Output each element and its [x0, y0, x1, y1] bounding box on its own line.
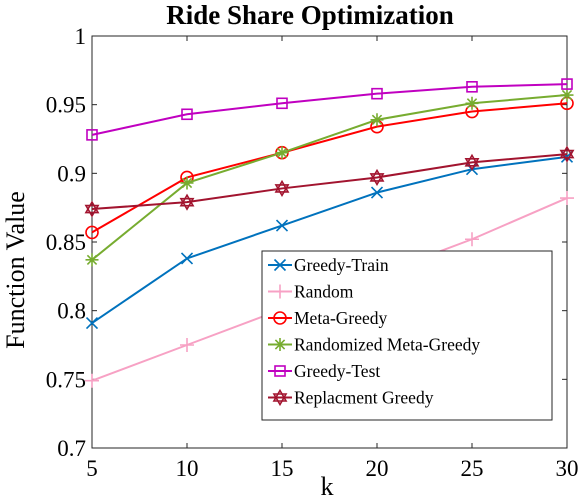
series-greedy-test: [86, 78, 573, 141]
legend-marker: [273, 284, 287, 299]
y-axis-label: Function Value: [1, 191, 30, 349]
data-point-random: [85, 373, 99, 388]
data-point-greedy-train: [275, 219, 289, 232]
x-tick-label: 5: [86, 456, 98, 481]
data-point-replacment-greedy: [274, 179, 290, 198]
series-meta-greedy: [85, 96, 574, 240]
y-tick-label: 0.7: [57, 436, 86, 461]
series-replacment-greedy: [84, 145, 575, 218]
data-point-greedy-test: [276, 97, 288, 110]
data-point-greedy-train: [370, 186, 384, 199]
data-point-randomized-meta-greedy: [465, 96, 479, 110]
data-point-greedy-test: [371, 87, 383, 100]
data-point-randomized-meta-greedy: [85, 253, 99, 267]
legend-entry-meta-greedy: Meta-Greedy: [268, 308, 388, 328]
series-line-greedy-train: [91, 155, 568, 324]
legend-box: [261, 250, 553, 421]
data-point-random: [180, 338, 194, 352]
data-point-randomized-meta-greedy: [370, 113, 384, 127]
legend-marker: [273, 258, 287, 272]
y-tick-label: 0.95: [46, 93, 86, 118]
data-point-randomized-meta-greedy: [275, 146, 289, 160]
legend-marker: [273, 311, 287, 325]
legend-label: Meta-Greedy: [294, 308, 388, 328]
x-tick-label: 30: [556, 456, 579, 481]
y-tick-label: 0.8: [57, 299, 86, 324]
legend-entry-random: Random: [268, 282, 354, 302]
x-axis-label: k: [321, 472, 334, 496]
legend-entry-greedy-train: Greedy-Train: [268, 255, 389, 275]
legend-entry-randomized-meta-greedy: Randomized Meta-Greedy: [268, 335, 480, 355]
legend-marker: [273, 338, 287, 351]
data-point-replacment-greedy: [559, 145, 575, 163]
data-point-replacment-greedy: [464, 153, 480, 171]
data-point-greedy-test: [561, 78, 573, 90]
series-line-meta-greedy: [91, 102, 568, 234]
data-point-replacment-greedy: [179, 193, 195, 211]
y-tick-label: 0.9: [57, 161, 86, 186]
data-point-greedy-test: [181, 108, 193, 121]
data-point-greedy-train: [180, 252, 194, 265]
legend-marker: [274, 365, 286, 377]
legend-marker: [272, 388, 288, 407]
y-tick-label: 1: [75, 24, 87, 49]
series-line-replacment-greedy: [91, 153, 568, 211]
x-tick-label: 15: [271, 456, 294, 481]
legend-label: Randomized Meta-Greedy: [294, 335, 480, 355]
chart-title: Ride Share Optimization: [166, 0, 454, 30]
data-point-randomized-meta-greedy: [180, 176, 194, 190]
legend-entry-greedy-test: Greedy-Test: [268, 361, 380, 381]
series-randomized-meta-greedy: [85, 88, 574, 267]
legend-label: Greedy-Test: [294, 361, 380, 381]
y-tick-label: 0.75: [46, 367, 86, 392]
data-point-random: [560, 191, 574, 206]
data-point-greedy-test: [86, 129, 98, 141]
legend-label: Replacment Greedy: [294, 388, 434, 408]
x-tick-label: 25: [461, 456, 484, 481]
legend-label: Greedy-Train: [294, 255, 389, 275]
legend-entry-replacment-greedy: Replacment Greedy: [268, 388, 434, 408]
legend-label: Random: [294, 282, 354, 302]
x-tick-label: 10: [176, 456, 199, 481]
y-tick-label: 0.85: [46, 230, 86, 255]
series-line-randomized-meta-greedy: [91, 94, 568, 261]
data-point-replacment-greedy: [369, 168, 385, 187]
data-point-random: [465, 232, 479, 247]
x-tick-label: 20: [366, 456, 389, 481]
data-point-meta-greedy: [85, 225, 99, 240]
data-point-greedy-test: [466, 81, 478, 93]
plot-area: 5 10 15 20 25 30 0.7 0.75 0.8 0.85 0.9 0.95 1: [46, 24, 579, 481]
data-point-greedy-train: [85, 316, 99, 330]
data-point-replacment-greedy: [84, 200, 100, 218]
data-point-randomized-meta-greedy: [560, 88, 574, 102]
legend: Greedy-Train Random Meta-Greedy Randomized …: [261, 250, 553, 421]
series-line-greedy-test: [91, 83, 568, 136]
